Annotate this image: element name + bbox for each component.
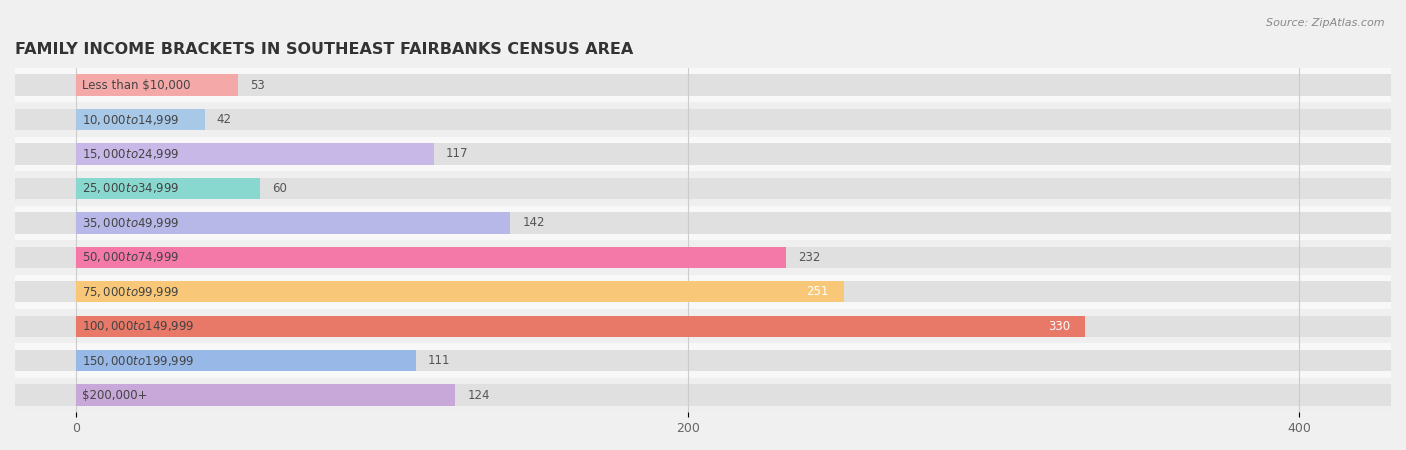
Bar xyxy=(15,206,1391,240)
Text: 111: 111 xyxy=(427,354,450,367)
Text: Source: ZipAtlas.com: Source: ZipAtlas.com xyxy=(1267,18,1385,28)
Text: $25,000 to $34,999: $25,000 to $34,999 xyxy=(83,181,180,195)
Text: Less than $10,000: Less than $10,000 xyxy=(83,79,191,92)
Bar xyxy=(15,350,1391,371)
Bar xyxy=(15,74,1391,96)
Bar xyxy=(15,240,1391,274)
Bar xyxy=(76,281,844,302)
Bar xyxy=(15,109,1391,130)
Bar xyxy=(76,384,456,406)
Text: 232: 232 xyxy=(797,251,820,264)
Bar xyxy=(76,350,416,371)
Text: 124: 124 xyxy=(468,388,491,401)
Bar xyxy=(15,281,1391,302)
Text: FAMILY INCOME BRACKETS IN SOUTHEAST FAIRBANKS CENSUS AREA: FAMILY INCOME BRACKETS IN SOUTHEAST FAIR… xyxy=(15,42,633,57)
Text: 60: 60 xyxy=(271,182,287,195)
Bar xyxy=(76,74,238,96)
Text: $100,000 to $149,999: $100,000 to $149,999 xyxy=(83,319,194,333)
Bar xyxy=(76,212,510,234)
Bar xyxy=(76,109,205,130)
Bar xyxy=(15,137,1391,171)
Bar xyxy=(15,143,1391,165)
Text: 330: 330 xyxy=(1047,320,1070,333)
Text: 42: 42 xyxy=(217,113,232,126)
Bar xyxy=(15,68,1391,102)
Text: $15,000 to $24,999: $15,000 to $24,999 xyxy=(83,147,180,161)
Text: $200,000+: $200,000+ xyxy=(83,388,148,401)
Bar xyxy=(76,315,1085,337)
Bar xyxy=(15,309,1391,343)
Text: 251: 251 xyxy=(806,285,828,298)
Bar xyxy=(76,178,260,199)
Bar xyxy=(76,143,434,165)
Bar xyxy=(15,171,1391,206)
Text: $10,000 to $14,999: $10,000 to $14,999 xyxy=(83,112,180,126)
Bar xyxy=(76,247,786,268)
Bar xyxy=(15,178,1391,199)
Text: 117: 117 xyxy=(446,148,468,161)
Bar xyxy=(15,247,1391,268)
Text: 142: 142 xyxy=(523,216,546,230)
Bar xyxy=(15,384,1391,406)
Text: 53: 53 xyxy=(250,79,266,92)
Text: $150,000 to $199,999: $150,000 to $199,999 xyxy=(83,354,194,368)
Bar xyxy=(15,274,1391,309)
Bar xyxy=(15,212,1391,234)
Bar xyxy=(15,102,1391,137)
Text: $75,000 to $99,999: $75,000 to $99,999 xyxy=(83,285,180,299)
Text: $50,000 to $74,999: $50,000 to $74,999 xyxy=(83,250,180,264)
Bar xyxy=(15,378,1391,412)
Bar xyxy=(15,343,1391,378)
Bar xyxy=(15,315,1391,337)
Text: $35,000 to $49,999: $35,000 to $49,999 xyxy=(83,216,180,230)
